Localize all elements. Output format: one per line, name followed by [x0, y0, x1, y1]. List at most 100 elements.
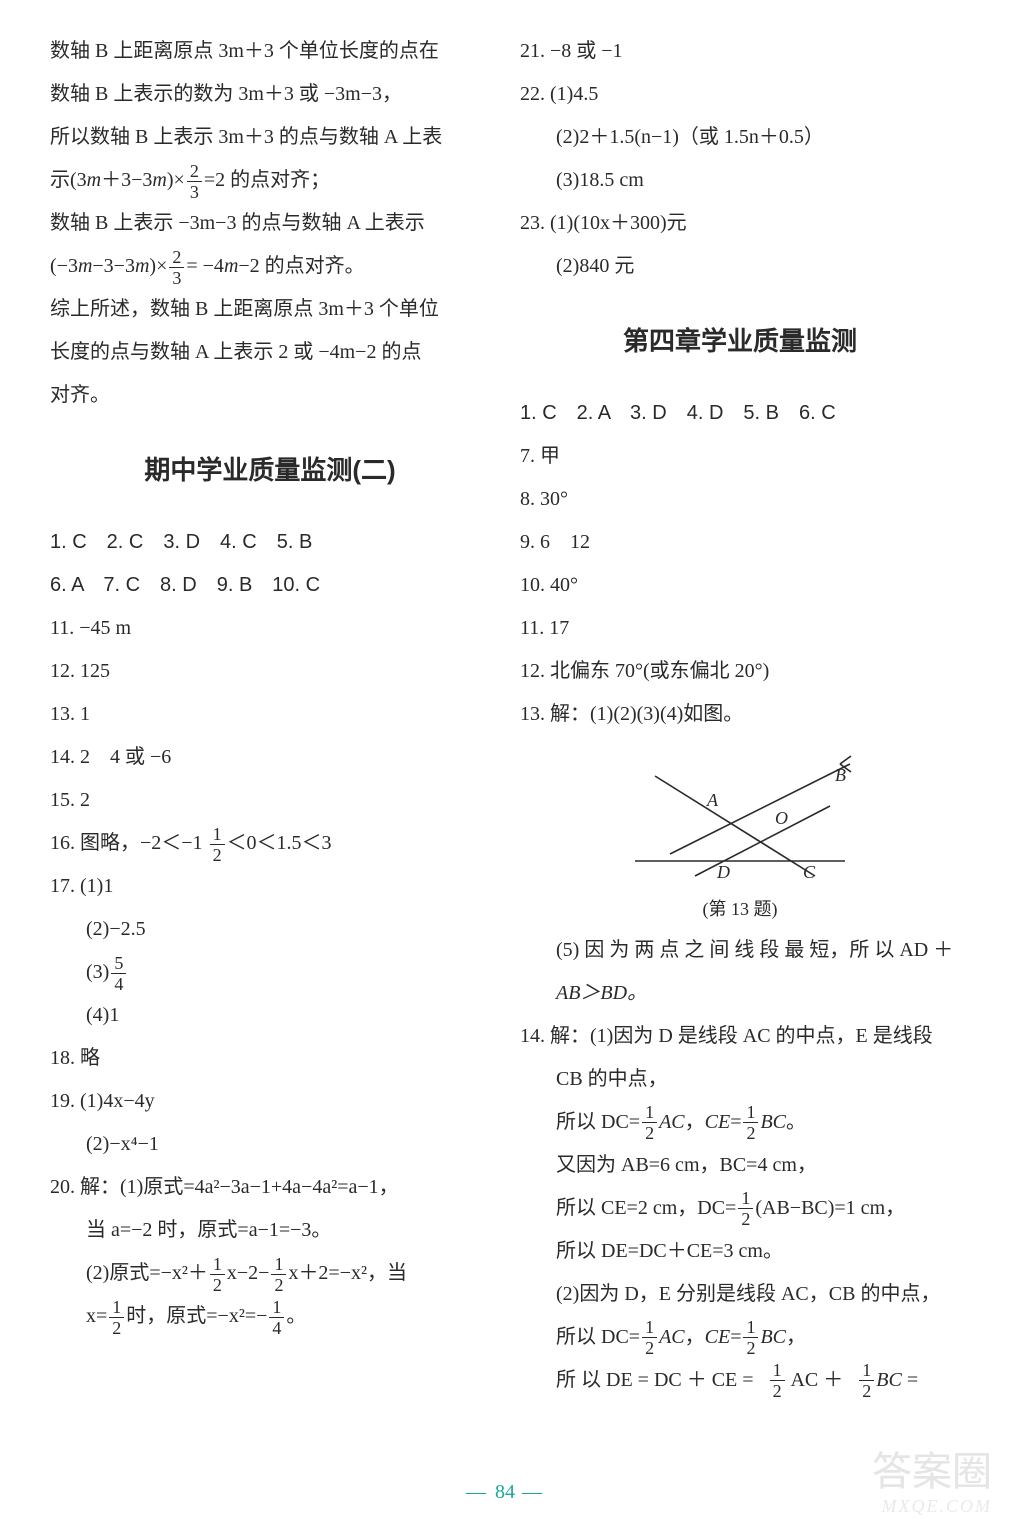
answer: 所 以 DE = DC ＋ CE =12 AC ＋12BC =: [520, 1359, 960, 1402]
fraction: 12: [738, 1189, 753, 1228]
text: 16. 图略，−2＜−1: [50, 832, 208, 854]
text: 。: [286, 1305, 306, 1327]
text: (AB−BC)=1 cm，: [755, 1197, 905, 1219]
text: AB＞BD。: [556, 982, 647, 1004]
text: 长度的点与数轴 A 上表示 2 或 −4m−2 的点: [50, 331, 490, 374]
answer: 20. 解：(1)原式=4a²−3a−1+4a−4a²=a−1，: [50, 1166, 490, 1209]
right-column: 21. −8 或 −1 22. (1)4.5 (2)2＋1.5(n−1)（或 1…: [520, 30, 960, 1450]
text: 时，原式=−x²=−: [126, 1305, 267, 1327]
answer: (4)1: [50, 994, 490, 1037]
fig-label: B: [835, 765, 846, 785]
text: 所以 DC=: [556, 1111, 640, 1133]
fraction: 12: [642, 1318, 657, 1357]
fraction: 14: [269, 1298, 284, 1337]
text: 数轴 B 上距离原点 3m＋3 个单位长度的点在: [50, 30, 490, 73]
answer: (3)18.5 cm: [520, 159, 960, 202]
answer: (2)2＋1.5(n−1)（或 1.5n＋0.5）: [520, 116, 960, 159]
text: AC ＋: [787, 1369, 844, 1391]
fig-label: O: [775, 808, 788, 828]
fig-label: C: [803, 862, 816, 882]
text: x−2−: [227, 1262, 270, 1284]
answer: 17. (1)1: [50, 865, 490, 908]
answer: 11. 17: [520, 607, 960, 650]
text: 对齐。: [50, 374, 490, 417]
answer: 13. 1: [50, 693, 490, 736]
answer: (2)−x⁴−1: [50, 1123, 490, 1166]
answer: 所以 CE=2 cm，DC=12(AB−BC)=1 cm，: [520, 1187, 960, 1230]
answer: x=12时，原式=−x²=−14。: [50, 1295, 490, 1338]
answer: 14. 2 4 或 −6: [50, 736, 490, 779]
answer: 18. 略: [50, 1037, 490, 1080]
fraction: 12: [210, 1255, 225, 1294]
fraction: 12: [109, 1298, 124, 1337]
answer: 15. 2: [50, 779, 490, 822]
text: (3): [86, 961, 109, 983]
text: 所以 CE=2 cm，DC=: [556, 1197, 736, 1219]
watermark-url: MXQE.COM: [872, 1496, 992, 1518]
fraction: 23: [187, 162, 202, 201]
text: 数轴 B 上表示 −3m−3 的点与数轴 A 上表示: [50, 202, 490, 245]
text: (2)原式=−x²＋: [86, 1262, 208, 1284]
answer: 16. 图略，−2＜−1 12＜0＜1.5＜3: [50, 822, 490, 865]
fraction: 12: [743, 1103, 758, 1142]
answer: 11. −45 m: [50, 607, 490, 650]
text: (−3m−3−3m)×23= −4m−2 的点对齐。: [50, 245, 490, 288]
answer: 19. (1)4x−4y: [50, 1080, 490, 1123]
mcq-row: 6. A 7. C 8. D 9. B 10. C: [50, 564, 490, 607]
answer: 14. 解：(1)因为 D 是线段 AC 的中点，E 是线段: [520, 1015, 960, 1058]
figure-caption: (第 13 题): [520, 890, 960, 929]
text: 综上所述，数轴 B 上距离原点 3m＋3 个单位: [50, 288, 490, 331]
answer: 所以 DC=12AC，CE=12BC。: [520, 1101, 960, 1144]
answer: 12. 125: [50, 650, 490, 693]
answer: 23. (1)(10x＋300)元: [520, 202, 960, 245]
text: x=: [86, 1305, 107, 1327]
answer: 8. 30°: [520, 478, 960, 521]
text: 所 以 DE = DC ＋ CE =: [556, 1369, 754, 1391]
fraction: 12: [743, 1318, 758, 1357]
answer: (5) 因 为 两 点 之 间 线 段 最 短，所 以 AD ＋: [520, 929, 960, 972]
left-column: 数轴 B 上距离原点 3m＋3 个单位长度的点在 数轴 B 上表示的数为 3m＋…: [50, 30, 490, 1450]
watermark-text: 答案圈: [872, 1448, 992, 1496]
text: ＜0＜1.5＜3: [227, 832, 332, 854]
answer: 12. 北偏东 70°(或东偏北 20°): [520, 650, 960, 693]
figure-q13: A B C D O: [615, 746, 865, 886]
answer: (2)因为 D，E 分别是线段 AC，CB 的中点，: [520, 1273, 960, 1316]
answer: 又因为 AB=6 cm，BC=4 cm，: [520, 1144, 960, 1187]
answer: 当 a=−2 时，原式=a−1=−3。: [50, 1209, 490, 1252]
fig-label: D: [716, 862, 730, 882]
text: 数轴 B 上表示的数为 3m＋3 或 −3m−3，: [50, 73, 490, 116]
fraction: 12: [210, 825, 225, 864]
text: 示(3m＋3−3m)×23=2 的点对齐；: [50, 159, 490, 202]
answer: CB 的中点，: [520, 1058, 960, 1101]
fraction: 12: [642, 1103, 657, 1142]
answer: AB＞BD。: [520, 972, 960, 1015]
section-title: 第四章学业质量监测: [520, 314, 960, 370]
page-number: — 84 —: [0, 1481, 1010, 1504]
answer: 10. 40°: [520, 564, 960, 607]
text: 所以数轴 B 上表示 3m＋3 的点与数轴 A 上表: [50, 116, 490, 159]
fraction: 54: [111, 954, 126, 993]
answer: (2)原式=−x²＋12x−2−12x＋2=−x²，当: [50, 1252, 490, 1295]
mcq-row: 1. C 2. A 3. D 4. D 5. B 6. C: [520, 392, 960, 435]
answer: 7. 甲: [520, 435, 960, 478]
text: 所以 DC=: [556, 1326, 640, 1348]
page: 数轴 B 上距离原点 3m＋3 个单位长度的点在 数轴 B 上表示的数为 3m＋…: [0, 0, 1010, 1470]
answer: (2)−2.5: [50, 908, 490, 951]
fig-label: A: [706, 790, 719, 810]
text: x＋2=−x²，当: [288, 1262, 407, 1284]
fraction: 12: [271, 1255, 286, 1294]
mcq-row: 1. C 2. C 3. D 4. C 5. B: [50, 521, 490, 564]
page-number-value: 84: [495, 1481, 515, 1503]
watermark: 答案圈 MXQE.COM: [872, 1448, 992, 1518]
section-title: 期中学业质量监测(二): [50, 443, 490, 499]
answer: 22. (1)4.5: [520, 73, 960, 116]
answer: 21. −8 或 −1: [520, 30, 960, 73]
answer: 9. 6 12: [520, 521, 960, 564]
answer: 13. 解：(1)(2)(3)(4)如图。: [520, 693, 960, 736]
answer: 所以 DC=12AC，CE=12BC，: [520, 1316, 960, 1359]
answer: 所以 DE=DC＋CE=3 cm。: [520, 1230, 960, 1273]
fraction: 12: [770, 1361, 785, 1400]
fraction: 12: [859, 1361, 874, 1400]
answer: (3)54: [50, 951, 490, 994]
answer: (2)840 元: [520, 245, 960, 288]
